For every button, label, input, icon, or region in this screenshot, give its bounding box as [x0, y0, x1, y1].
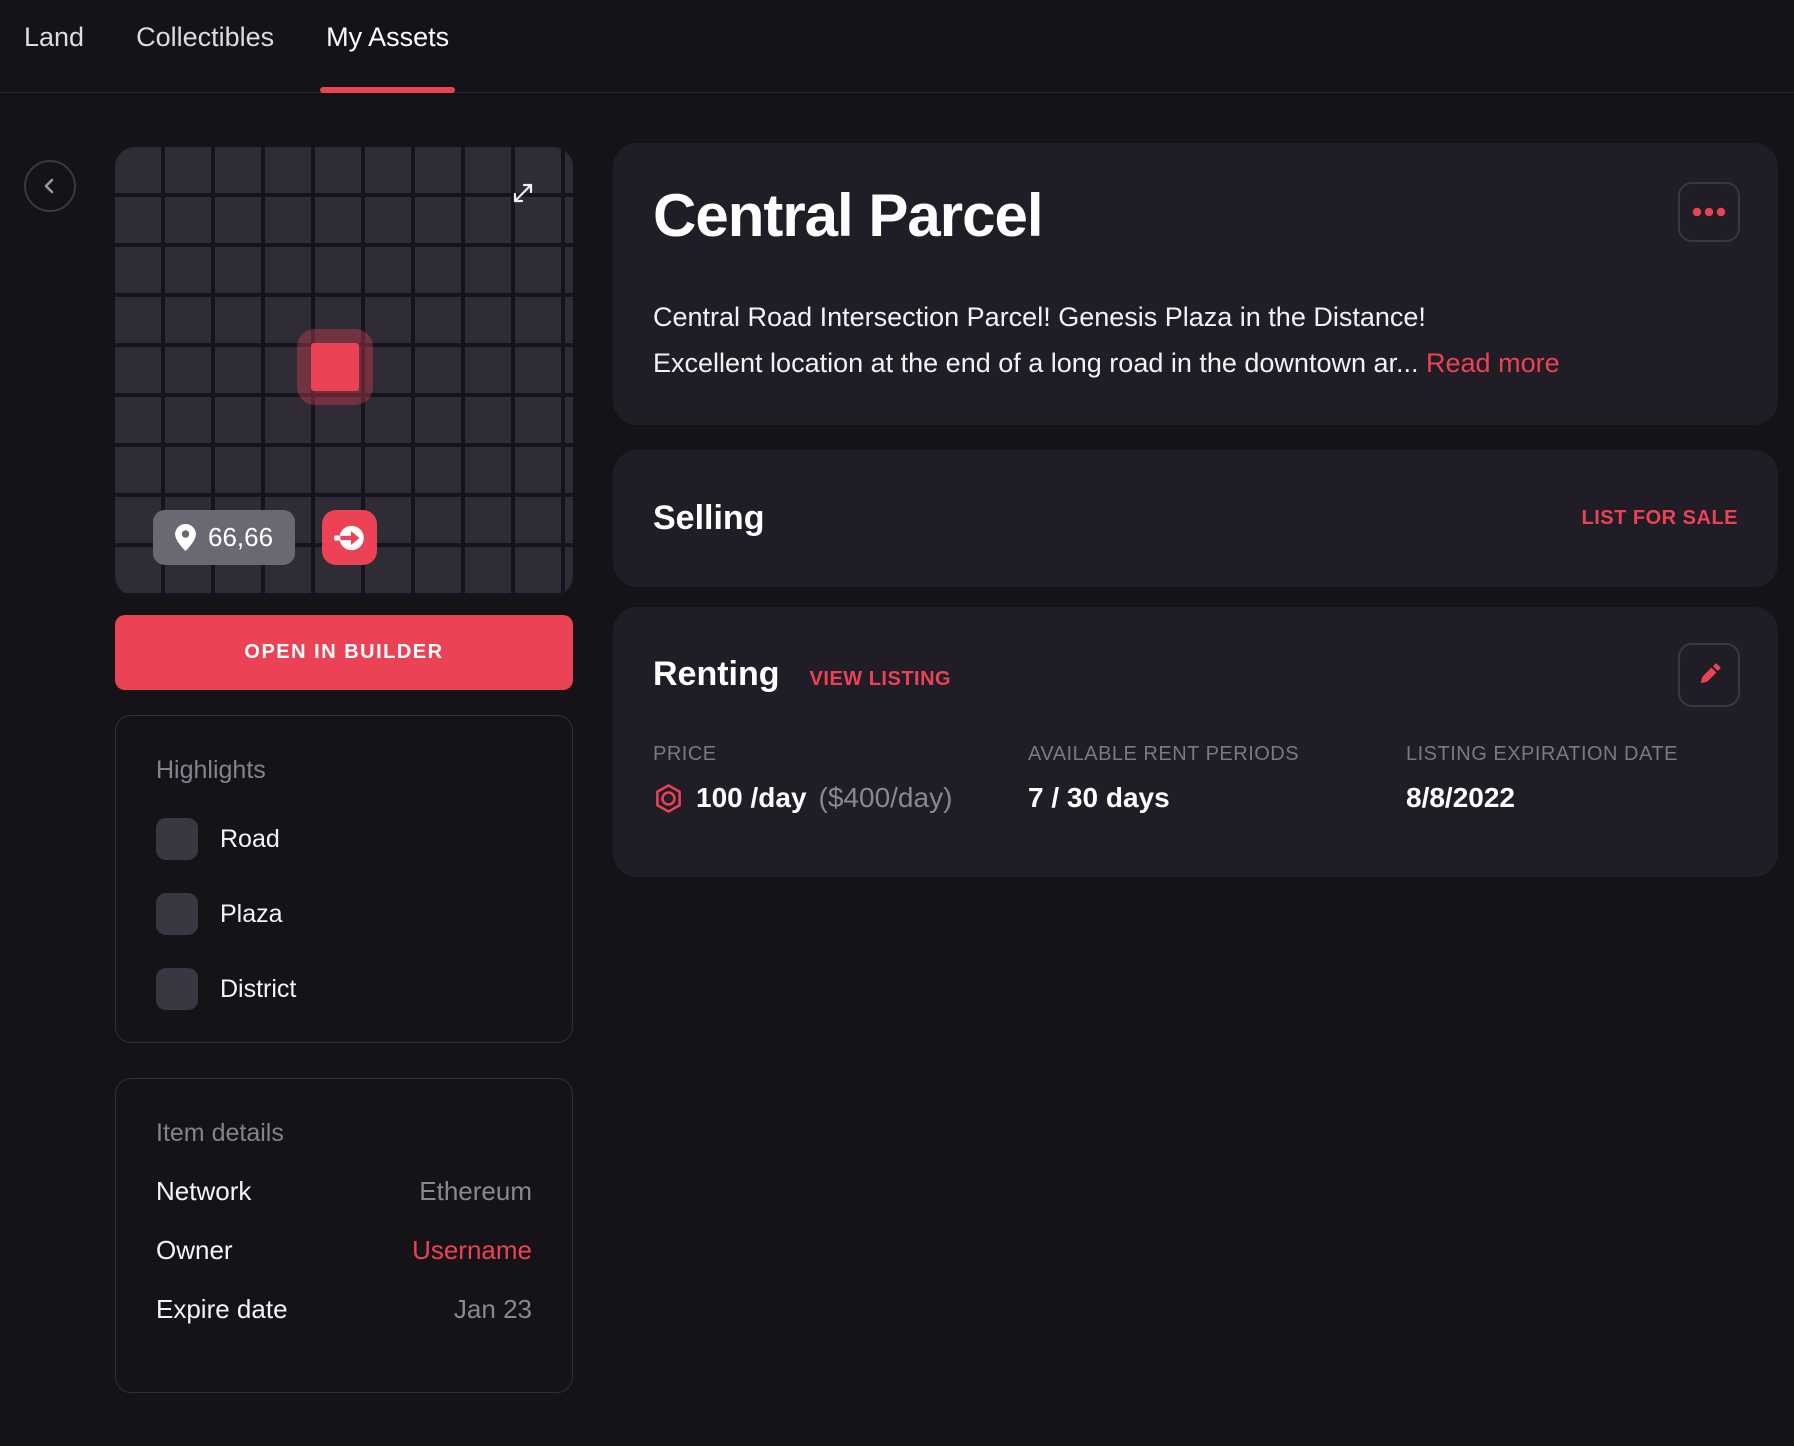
- tab-land[interactable]: Land: [24, 22, 85, 52]
- plaza-label: Plaza: [220, 899, 283, 928]
- rent-periods-value: 7 / 30 days: [1028, 782, 1170, 813]
- expiration-column: LISTING EXPIRATION DATE 8/8/2022: [1406, 743, 1678, 814]
- edit-pencil-icon: [1693, 659, 1725, 691]
- parcel-description: Central Road Intersection Parcel! Genesi…: [653, 294, 1738, 386]
- district-checkbox[interactable]: [156, 968, 198, 1010]
- price-value-row: 100 /day ($400/day): [653, 782, 1028, 814]
- detail-row-network: Network Ethereum: [156, 1176, 532, 1207]
- road-label: Road: [220, 824, 280, 853]
- location-pin-icon: [175, 524, 196, 551]
- tab-my-assets[interactable]: My Assets: [320, 22, 456, 93]
- owner-label: Owner: [156, 1235, 233, 1265]
- district-label: District: [220, 974, 297, 1003]
- renting-title: Renting: [653, 655, 780, 693]
- detail-row-expire-date: Expire date Jan 23: [156, 1294, 532, 1325]
- read-more-link[interactable]: Read more: [1426, 348, 1560, 378]
- renting-card: Renting VIEW LISTING PRICE: [613, 607, 1778, 877]
- highlights-title: Highlights: [156, 756, 266, 784]
- network-label: Network: [156, 1176, 252, 1206]
- renting-header: Renting VIEW LISTING: [653, 655, 1738, 694]
- coordinates-badge: 66,66: [153, 510, 296, 565]
- owner-value-link[interactable]: Username: [412, 1235, 532, 1265]
- expiration-label: LISTING EXPIRATION DATE: [1406, 743, 1678, 765]
- highlights-panel: Highlights Road Plaza District: [115, 715, 573, 1043]
- back-button[interactable]: [24, 160, 76, 212]
- item-details-panel: Item details Network Ethereum Owner User…: [115, 1078, 573, 1393]
- selling-card: Selling LIST FOR SALE: [613, 450, 1778, 587]
- edit-listing-button[interactable]: [1678, 643, 1740, 707]
- view-listing-button[interactable]: VIEW LISTING: [809, 668, 952, 690]
- road-checkbox[interactable]: [156, 818, 198, 860]
- price-column: PRICE 100 /day ($400/day): [653, 743, 1028, 814]
- tab-collectibles[interactable]: Collectibles: [136, 22, 275, 52]
- plaza-checkbox[interactable]: [156, 893, 198, 935]
- selling-title: Selling: [653, 499, 765, 537]
- parcel-title: Central Parcel: [653, 182, 1044, 249]
- price-label: PRICE: [653, 743, 717, 765]
- more-options-button[interactable]: [1678, 182, 1740, 242]
- price-value: 100 /day: [696, 782, 807, 813]
- highlight-row-district: District: [156, 968, 532, 1010]
- expiration-value: 8/8/2022: [1406, 782, 1515, 813]
- main-content: Central Parcel Central Road Intersection…: [613, 143, 1778, 877]
- selected-parcel[interactable]: [311, 343, 359, 391]
- coordinates-text: 66,66: [208, 522, 274, 552]
- expand-icon: [507, 177, 539, 209]
- jump-arrow-icon: [332, 520, 368, 556]
- ellipsis-icon: [1692, 207, 1726, 217]
- left-sidebar: 66,66 OPEN IN BUILDER Highlights Road Pl…: [115, 147, 573, 1393]
- description-line-1: Central Road Intersection Parcel! Genesi…: [653, 302, 1426, 332]
- top-nav: Land Collectibles My Assets: [0, 0, 1794, 93]
- mana-icon: [653, 783, 684, 814]
- rent-periods-label: AVAILABLE RENT PERIODS: [1028, 743, 1300, 765]
- highlight-row-plaza: Plaza: [156, 893, 532, 935]
- network-value: Ethereum: [419, 1176, 532, 1206]
- renting-stats: PRICE 100 /day ($400/day) AVAILABLE RENT…: [653, 743, 1738, 814]
- expire-date-label: Expire date: [156, 1294, 288, 1324]
- jump-to-parcel-button[interactable]: [322, 510, 377, 565]
- item-details-title: Item details: [156, 1119, 284, 1147]
- expire-date-value: Jan 23: [453, 1294, 532, 1324]
- parcel-info-card: Central Parcel Central Road Intersection…: [613, 143, 1778, 425]
- detail-row-owner: Owner Username: [156, 1235, 532, 1266]
- map-expand-button[interactable]: [505, 175, 541, 211]
- list-for-sale-button[interactable]: LIST FOR SALE: [1581, 507, 1738, 529]
- open-in-builder-button[interactable]: OPEN IN BUILDER: [115, 615, 573, 690]
- highlight-row-road: Road: [156, 818, 532, 860]
- price-usd-value: ($400/day): [818, 782, 953, 813]
- description-line-2: Excellent location at the end of a long …: [653, 348, 1419, 378]
- rent-periods-column: AVAILABLE RENT PERIODS 7 / 30 days: [1028, 743, 1406, 814]
- chevron-left-icon: [37, 173, 63, 199]
- parcel-map[interactable]: 66,66: [115, 147, 573, 596]
